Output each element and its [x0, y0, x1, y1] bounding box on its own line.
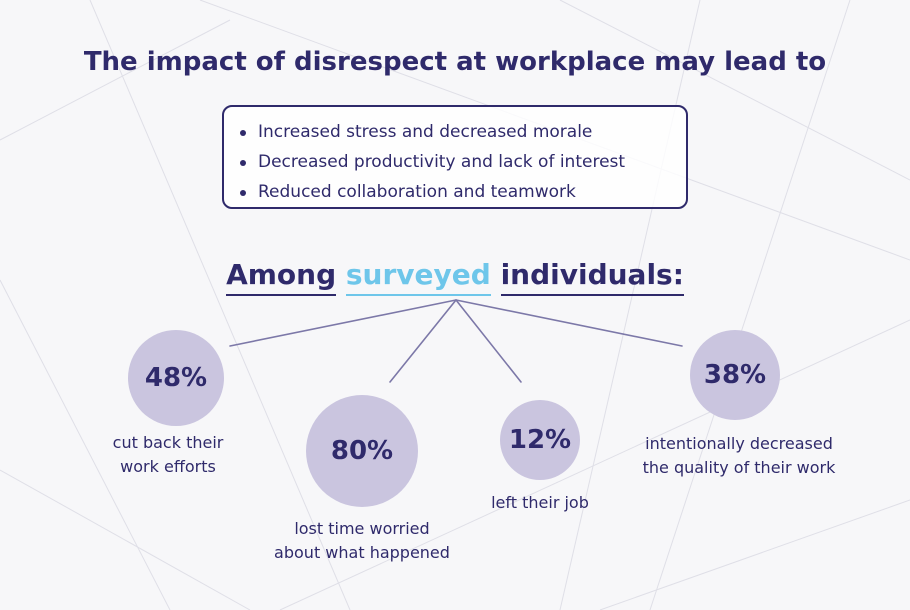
stat-value-80: 80% [330, 436, 394, 466]
page-title: The impact of disrespect at workplace ma… [83, 47, 827, 78]
survey-heading-prefix: Among [226, 258, 337, 296]
connector-line-80 [389, 299, 457, 383]
stat-label-80-line-2: about what happened [274, 543, 450, 562]
impact-list-box: Increased stress and decreased morale De… [222, 105, 688, 209]
connector-line-12 [455, 299, 522, 383]
stat-value-48: 48% [144, 363, 208, 393]
stat-label-38: intentionally decreased the quality of t… [626, 432, 852, 480]
survey-heading-highlight: surveyed [345, 258, 491, 296]
stat-circle-38: 38% [690, 330, 780, 420]
stat-label-38-line-1: intentionally decreased [645, 434, 833, 453]
stat-label-38-line-2: the quality of their work [642, 458, 836, 477]
survey-heading: Among surveyed individuals: [0, 258, 910, 296]
impact-item-collaboration: Reduced collaboration and teamwork [238, 177, 672, 207]
stat-label-80-line-1: lost time worried [294, 519, 430, 538]
stat-label-80: lost time worried about what happened [252, 517, 472, 565]
connector-line-48 [229, 299, 457, 347]
stat-label-48-line-1: cut back their [112, 433, 224, 452]
impact-item-productivity: Decreased productivity and lack of inter… [238, 147, 672, 177]
stat-label-48-line-2: work efforts [120, 457, 216, 476]
stat-circle-80: 80% [306, 395, 418, 507]
survey-heading-suffix: individuals: [500, 258, 684, 296]
stat-value-12: 12% [508, 425, 572, 455]
stat-label-12-line-1: left their job [491, 493, 589, 512]
impact-list: Increased stress and decreased morale De… [224, 107, 686, 207]
stat-label-12: left their job [480, 491, 600, 515]
stat-circle-12: 12% [500, 400, 580, 480]
connector-line-38 [455, 299, 683, 347]
impact-item-stress: Increased stress and decreased morale [238, 117, 672, 147]
stat-circle-48: 48% [128, 330, 224, 426]
stat-value-38: 38% [703, 360, 767, 390]
stat-label-48: cut back their work efforts [98, 431, 238, 479]
